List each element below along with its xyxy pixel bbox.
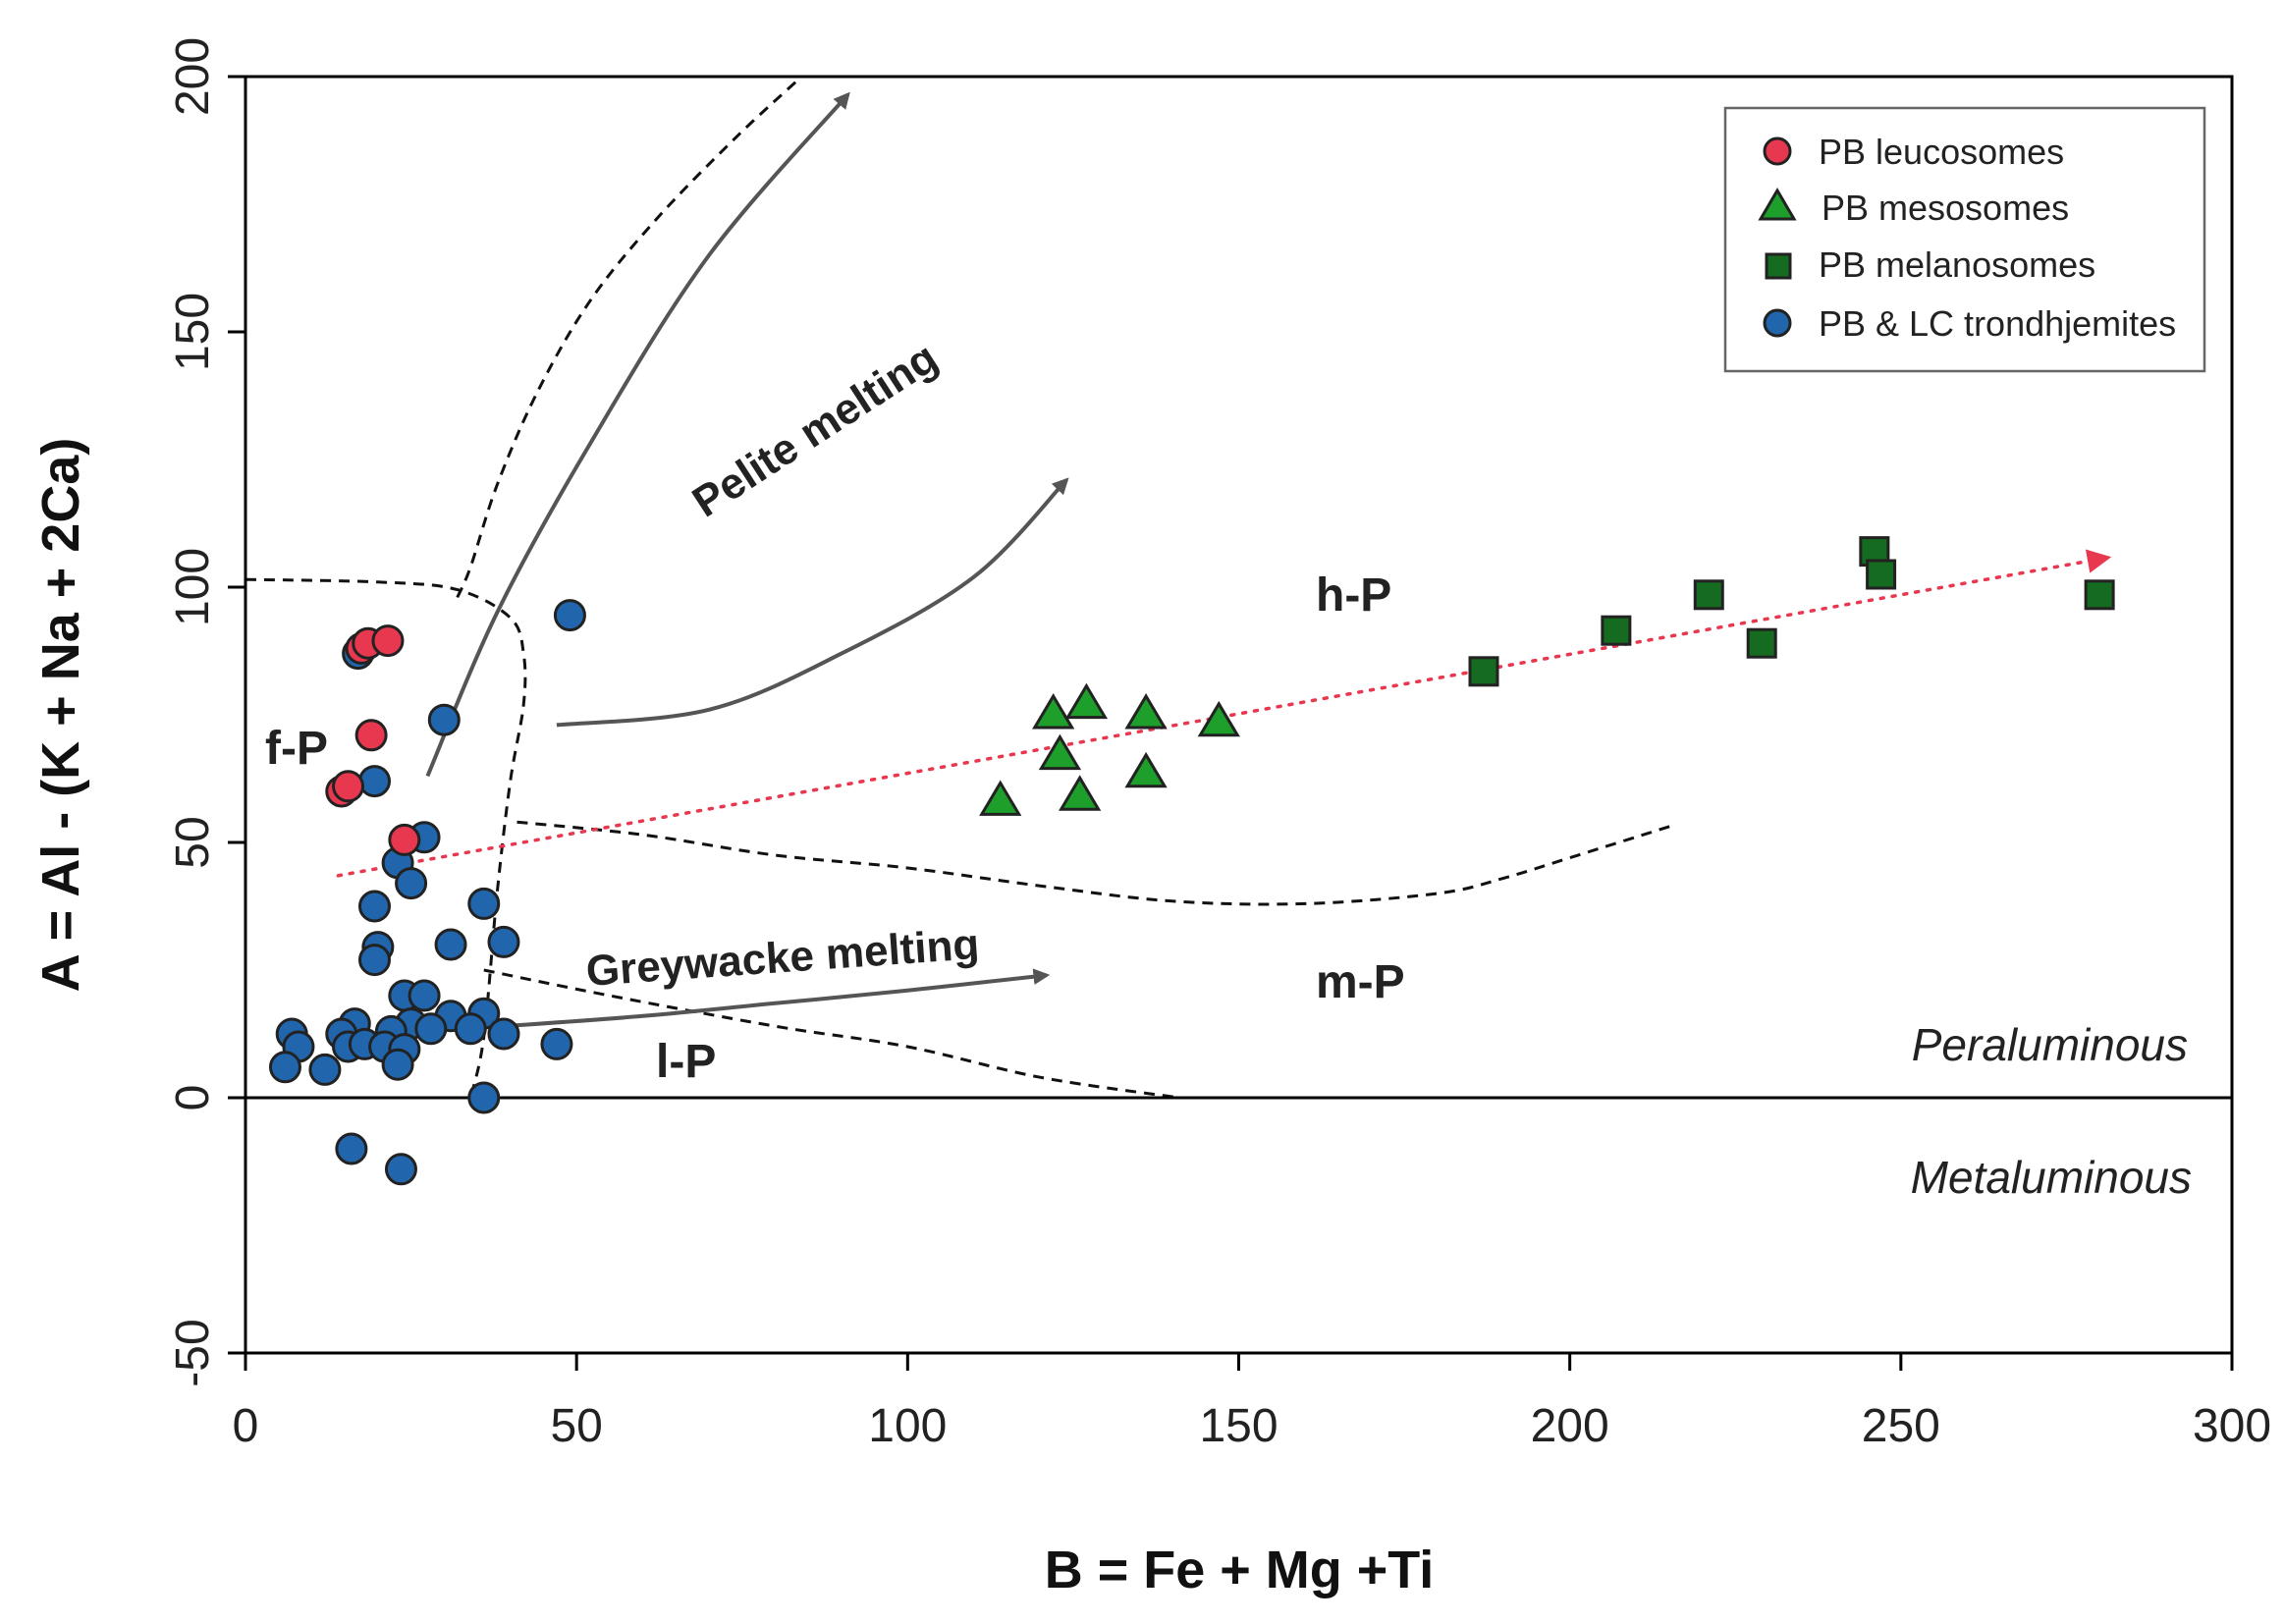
y-tick-label-0: 0 — [167, 1085, 219, 1111]
point-pb-lc-trondhjemites-10 — [434, 928, 467, 961]
point-pb-leucosomes-2 — [371, 624, 405, 658]
point-pb-lc-trondhjemites-35 — [335, 1132, 368, 1165]
y-tick-label-50: 50 — [167, 816, 219, 868]
boundary-hp-mp-boundary — [517, 820, 1677, 906]
field-label-metaluminous: Metaluminous — [1911, 1152, 2192, 1203]
point-pb-leucosomes-5 — [332, 770, 365, 803]
trend-label-greywacke: Greywacke melting — [584, 920, 981, 996]
x-tick-label-0: 0 — [233, 1400, 259, 1452]
point-pb-lc-trondhjemites-3 — [357, 765, 391, 798]
trend-label-pelite: Pelite melting — [684, 333, 947, 526]
trend-pelite-arrow-2 — [556, 477, 1069, 728]
x-tick-label-300: 300 — [2193, 1400, 2271, 1452]
boundary-fp-boundary — [245, 577, 527, 1099]
point-pb-lc-trondhjemites-36 — [384, 1153, 417, 1186]
point-pb-leucosomes-6 — [388, 823, 421, 856]
x-tick-label-200: 200 — [1531, 1400, 1609, 1452]
legend-box — [1723, 106, 2206, 373]
point-pb-lc-trondhjemites-22 — [414, 1012, 448, 1046]
point-pb-melanosomes-0 — [1468, 656, 1499, 687]
region-label-hp: h-P — [1316, 569, 1391, 622]
point-pb-melanosomes-6 — [2084, 579, 2115, 611]
x-tick-label-150: 150 — [1199, 1400, 1278, 1452]
y-tick-label-150: 150 — [167, 293, 219, 371]
point-pb-lc-trondhjemites-32 — [268, 1051, 301, 1084]
x-tick-label-250: 250 — [1862, 1400, 1940, 1452]
point-pb-melanosomes-3 — [1746, 627, 1777, 659]
point-pb-mesosomes-4 — [1124, 693, 1168, 730]
legend-label-leucosomes: PB leucosomes — [1819, 132, 2064, 172]
legend-label-trondhjemites: PB & LC trondhjemites — [1819, 303, 2176, 344]
trend-greywacke-arrow — [503, 968, 1051, 1029]
x-tick-label-100: 100 — [868, 1400, 947, 1452]
point-pb-lc-trondhjemites-7 — [357, 890, 391, 923]
point-pb-lc-trondhjemites-24 — [487, 1017, 520, 1051]
x-tick-label-50: 50 — [550, 1400, 602, 1452]
y-tick-label--50: -50 — [167, 1319, 219, 1386]
point-pb-melanosomes-1 — [1601, 615, 1632, 646]
chart-legend: PB leucosomes PB mesosomes PB melanosome… — [1723, 106, 2206, 373]
point-pb-lc-trondhjemites-9 — [487, 925, 520, 958]
region-label-mp: m-P — [1316, 956, 1405, 1008]
point-pb-mesosomes-0 — [979, 780, 1022, 816]
point-pb-leucosomes-3 — [354, 719, 388, 752]
chart-lines — [245, 75, 2232, 1100]
legend-marker-trondhjemites — [1763, 308, 1792, 338]
legend-marker-mesosomes — [1758, 188, 1797, 221]
point-pb-lc-trondhjemites-12 — [357, 944, 391, 977]
point-pb-mesosomes-5 — [1197, 700, 1240, 737]
point-pb-mesosomes-7 — [1124, 751, 1168, 788]
point-pb-lc-trondhjemites-34 — [467, 1081, 501, 1114]
point-pb-lc-trondhjemites-33 — [381, 1048, 414, 1081]
region-label-lp: l-P — [656, 1036, 716, 1088]
point-pb-lc-trondhjemites-31 — [308, 1053, 342, 1086]
legend-label-melanosomes: PB melanosomes — [1819, 244, 2095, 285]
chart-axes: 0 50 100 150 200 250 300 -50 0 50 100 150 200 — [167, 37, 2271, 1452]
point-pb-melanosomes-2 — [1693, 579, 1724, 611]
region-label-fp: f-P — [265, 723, 328, 775]
point-pb-lc-trondhjemites-23 — [454, 1012, 487, 1046]
point-pb-mesosomes-2 — [1032, 693, 1075, 730]
point-pb-melanosomes-5 — [1866, 559, 1897, 590]
point-pb-mesosomes-1 — [1038, 733, 1082, 771]
legend-marker-melanosomes — [1765, 252, 1792, 280]
legend-label-mesosomes: PB mesosomes — [1822, 188, 2069, 228]
point-pb-mesosomes-3 — [1064, 682, 1109, 720]
point-pb-lc-trondhjemites-25 — [540, 1027, 573, 1060]
field-label-peraluminous: Peraluminous — [1912, 1019, 2188, 1070]
legend-marker-leucosomes — [1763, 136, 1792, 166]
boundary-pelite-upper — [456, 75, 803, 599]
point-pb-lc-trondhjemites-8 — [467, 887, 501, 920]
y-tick-label-100: 100 — [167, 548, 219, 626]
point-pb-lc-trondhjemites-2 — [553, 599, 586, 632]
point-pb-lc-trondhjemites-6 — [395, 867, 428, 900]
chart-points — [268, 536, 2115, 1186]
point-pb-mesosomes-6 — [1059, 775, 1102, 811]
y-axis-title: A = Al - (K + Na + 2Ca) — [31, 438, 90, 993]
point-pb-lc-trondhjemites-14 — [408, 979, 441, 1012]
point-pb-lc-trondhjemites-1 — [427, 703, 461, 736]
y-tick-label-200: 200 — [167, 37, 219, 116]
x-axis-title: B = Fe + Mg +Ti — [1045, 1541, 1435, 1599]
trend-pelite-arrow-1 — [425, 91, 850, 778]
boundary-mp-lp-boundary — [483, 968, 1180, 1100]
